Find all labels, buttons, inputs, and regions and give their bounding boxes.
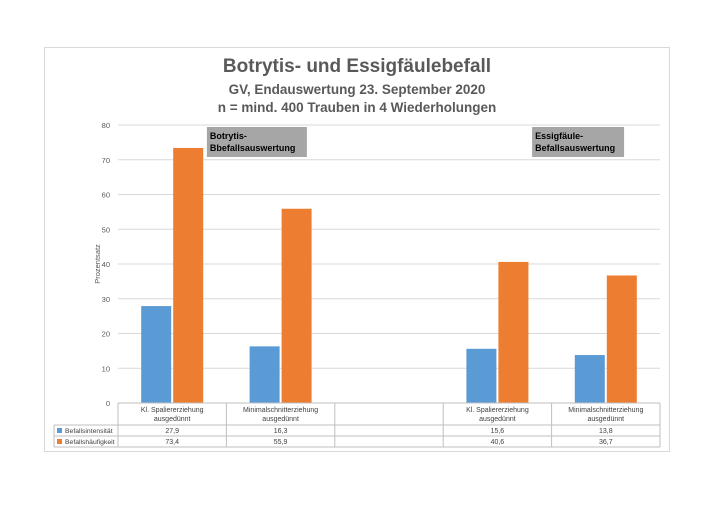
annotation-text: Botrytis-: [210, 131, 247, 141]
bar-befallshaeufigkeit: [173, 147, 204, 403]
annotation-box: [532, 127, 625, 157]
chart-title: Botrytis- und Essigfäulebefall: [222, 56, 492, 77]
annotation-text: Essigfäule-: [535, 131, 583, 141]
chart-subtitle-line-2: n = mind. 400 Trauben in 4 Wiederholunge…: [217, 100, 497, 115]
category-label: Minimalschnitterziehung: [243, 407, 318, 414]
category-label: Minimalschnitterziehung: [568, 407, 643, 414]
series-name: Befallshäufigkeit: [65, 439, 115, 446]
y-tick-label: 10: [102, 364, 110, 373]
table-value: 16,3: [274, 428, 288, 435]
bar-befallsintensitaet: [466, 348, 497, 403]
table-value: 15,6: [491, 428, 505, 435]
y-tick-label: 50: [102, 225, 110, 234]
legend-key: [57, 439, 62, 444]
table-value: 36,7: [599, 439, 613, 446]
category-label: ausgedünnt: [262, 416, 299, 423]
y-tick-label: 60: [102, 191, 110, 200]
table-value: 40,6: [491, 439, 505, 446]
y-tick-label: 20: [102, 330, 110, 339]
bar-befallsintensitaet: [249, 346, 280, 403]
annotation-text: Befallsauswertung: [535, 143, 615, 153]
annotation-text: Bbefallsauswertung: [210, 143, 296, 153]
y-tick-label: 40: [102, 260, 110, 269]
bar-befallsintensitaet: [574, 355, 605, 403]
table-value: 13,8: [599, 428, 613, 435]
category-label: Kl. Spaliererziehung: [466, 407, 529, 414]
y-tick-label: 70: [102, 156, 110, 165]
category-label: Kl. Spaliererziehung: [141, 407, 204, 414]
bar-befallshaeufigkeit: [498, 261, 529, 403]
bar-befallsintensitaet: [141, 306, 172, 403]
y-tick-label: 80: [102, 121, 110, 130]
bar-befallshaeufigkeit: [281, 208, 312, 403]
table-value: 27,9: [165, 428, 179, 435]
category-label: ausgedünnt: [154, 416, 191, 423]
y-tick-label: 0: [106, 399, 110, 408]
table-value: 73,4: [165, 439, 179, 446]
category-label: ausgedünnt: [479, 416, 516, 423]
chart-subtitle-line-1: GV, Endauswertung 23. September 2020: [228, 82, 486, 97]
y-axis-label: Prozentsatz: [93, 244, 102, 284]
legend-key: [57, 428, 62, 433]
bar-befallshaeufigkeit: [606, 275, 637, 403]
annotation-box: [206, 127, 307, 157]
category-label: ausgedünnt: [588, 416, 625, 423]
series-name: Befallsintensität: [65, 428, 113, 435]
table-value: 55,9: [274, 439, 288, 446]
y-tick-label: 30: [102, 295, 110, 304]
